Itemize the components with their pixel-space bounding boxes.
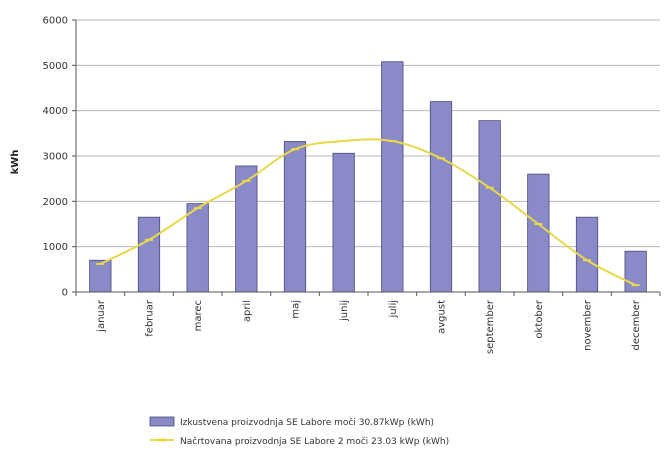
x-tick-label: oktober (534, 299, 545, 338)
line-series (96, 138, 640, 287)
y-tick-label: 3000 (43, 152, 68, 163)
y-tick-label: 5000 (43, 61, 68, 72)
x-tick-label: februar (145, 299, 156, 337)
x-tick-label: julij (388, 300, 399, 318)
x-tick-label: april (242, 300, 253, 322)
bar (89, 259, 112, 293)
bar (478, 120, 501, 293)
series-line (99, 138, 637, 287)
y-axis-ticks: 0 1000 2000 3000 4000 5000 6000 (43, 16, 76, 299)
bar-series (89, 61, 647, 293)
bar (381, 61, 404, 293)
y-tick-label: 0 (62, 288, 68, 299)
legend: Izkustvena proizvodnja SE Labore moči 30… (149, 416, 449, 447)
y-axis-label: kWh (10, 150, 21, 175)
legend-swatch-bar (149, 416, 175, 427)
grid-lines (76, 19, 660, 293)
bar (186, 203, 209, 293)
y-tick-label: 6000 (43, 16, 68, 27)
bar (527, 173, 550, 293)
x-tick-label: marec (193, 300, 204, 331)
x-tick-label: september (485, 299, 496, 354)
legend-label: Načrtovana proizvodnja SE Labore 2 moči … (180, 436, 449, 447)
x-tick-label: januar (96, 299, 107, 333)
y-tick-label: 2000 (43, 197, 68, 208)
bar (332, 152, 355, 293)
x-tick-label: avgust (437, 300, 448, 334)
axes (75, 20, 661, 296)
x-tick-label: junij (339, 300, 350, 322)
x-axis-labels: januar februar marec april maj junij julij avgu… (96, 299, 642, 354)
x-tick-label: november (583, 299, 594, 351)
bar (429, 101, 453, 293)
x-tick-label: december (631, 299, 642, 350)
y-tick-label: 4000 (43, 106, 68, 117)
bar (137, 216, 161, 293)
y-tick-label: 1000 (43, 242, 68, 253)
x-tick-label: maj (291, 300, 302, 319)
bar (283, 141, 307, 293)
legend-label: Izkustvena proizvodnja SE Labore moči 30… (180, 417, 434, 428)
